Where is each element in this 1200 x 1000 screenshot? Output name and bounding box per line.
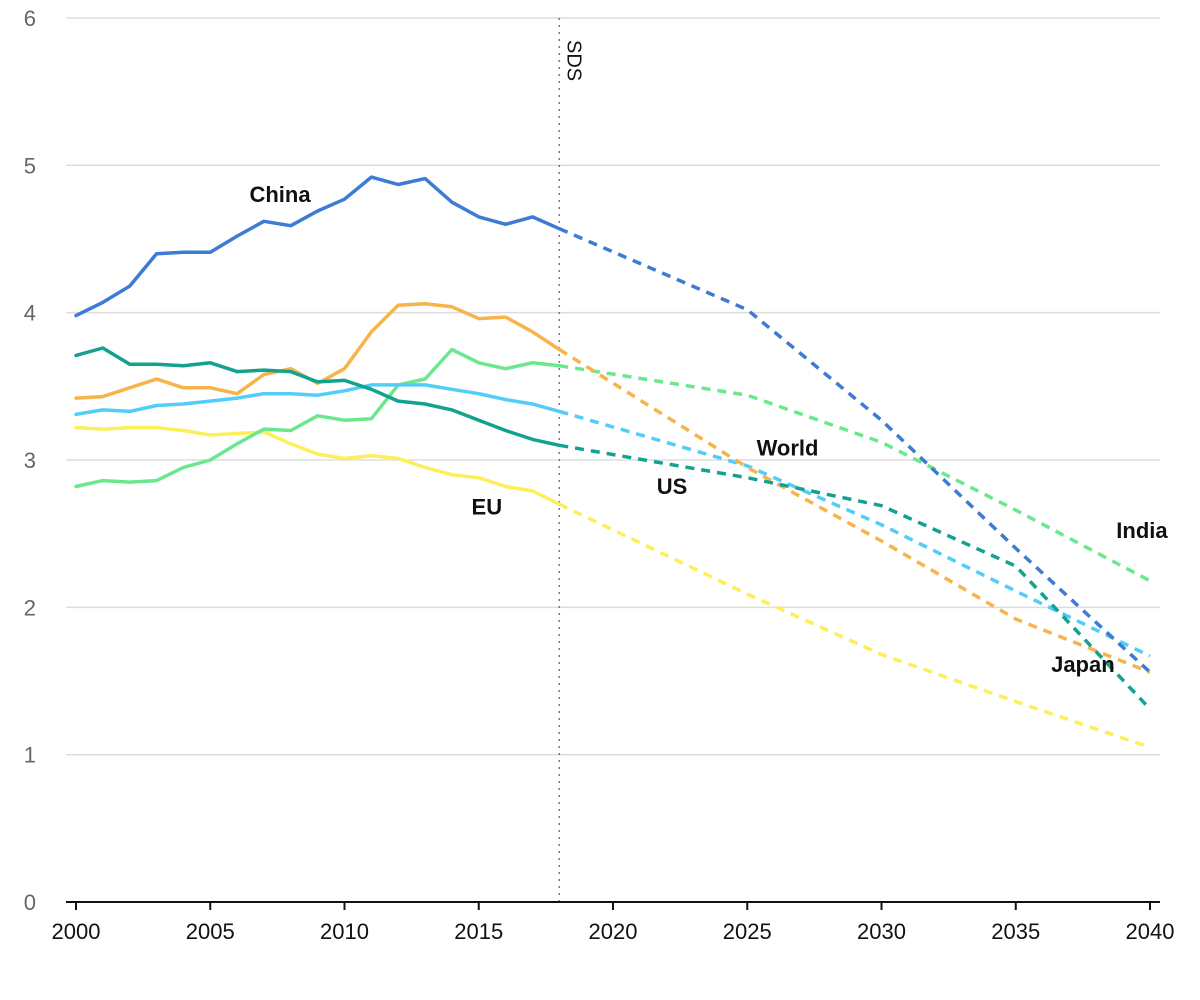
series-world-projection-line xyxy=(558,409,1151,658)
series-eu xyxy=(74,425,1151,749)
series-india xyxy=(74,347,1151,583)
x-axis-ticks: 2000 2005 2010 2015 2020 2025 2030 2035 2040 xyxy=(52,902,1175,944)
x-tick-label: 2015 xyxy=(454,919,503,944)
series-label-us: US xyxy=(657,474,688,499)
x-tick-label: 2035 xyxy=(991,919,1040,944)
series-india-projection-line xyxy=(559,363,1151,583)
y-tick-label: 4 xyxy=(24,301,36,326)
series-japan-historical-line xyxy=(74,302,562,400)
series-eu-projection-line xyxy=(558,502,1151,749)
series-eu-historical-line xyxy=(74,425,562,506)
x-tick-label: 2020 xyxy=(589,919,638,944)
series-china xyxy=(74,175,1152,674)
x-tick-label: 2005 xyxy=(186,919,235,944)
series-us xyxy=(74,346,1152,711)
series-label-india: India xyxy=(1116,518,1168,543)
sds-marker: SDS xyxy=(558,18,584,902)
series-labels: China World US EU India Japan xyxy=(249,182,1168,677)
series-japan-projection-line xyxy=(558,348,1151,674)
series-label-japan: Japan xyxy=(1051,652,1115,677)
series-us-projection-line xyxy=(559,443,1152,711)
x-tick-label: 2040 xyxy=(1126,919,1175,944)
series-china-projection-line xyxy=(558,227,1152,674)
y-tick-label: 1 xyxy=(24,743,36,768)
y-tick-label: 2 xyxy=(24,595,36,620)
gridlines xyxy=(66,17,1160,756)
y-tick-label: 0 xyxy=(24,890,36,915)
x-tick-label: 2010 xyxy=(320,919,369,944)
x-tick-label: 2025 xyxy=(723,919,772,944)
y-tick-label: 6 xyxy=(24,6,36,31)
x-tick-label: 2030 xyxy=(857,919,906,944)
series-label-world: World xyxy=(757,436,819,461)
series-lines xyxy=(74,175,1152,749)
series-japan xyxy=(74,302,1151,674)
series-india-historical-line xyxy=(74,347,562,489)
series-world-historical-line xyxy=(74,383,562,417)
y-axis-ticks: 0 1 2 3 4 5 6 xyxy=(24,6,36,915)
sds-marker-label: SDS xyxy=(562,40,584,81)
y-tick-label: 5 xyxy=(24,153,36,178)
series-us-historical-line xyxy=(74,346,562,448)
x-tick-label: 2000 xyxy=(52,919,101,944)
series-world xyxy=(74,383,1151,658)
y-tick-label: 3 xyxy=(24,448,36,473)
series-label-eu: EU xyxy=(472,495,503,520)
series-label-china: China xyxy=(249,182,311,207)
series-china-historical-line xyxy=(74,175,562,318)
